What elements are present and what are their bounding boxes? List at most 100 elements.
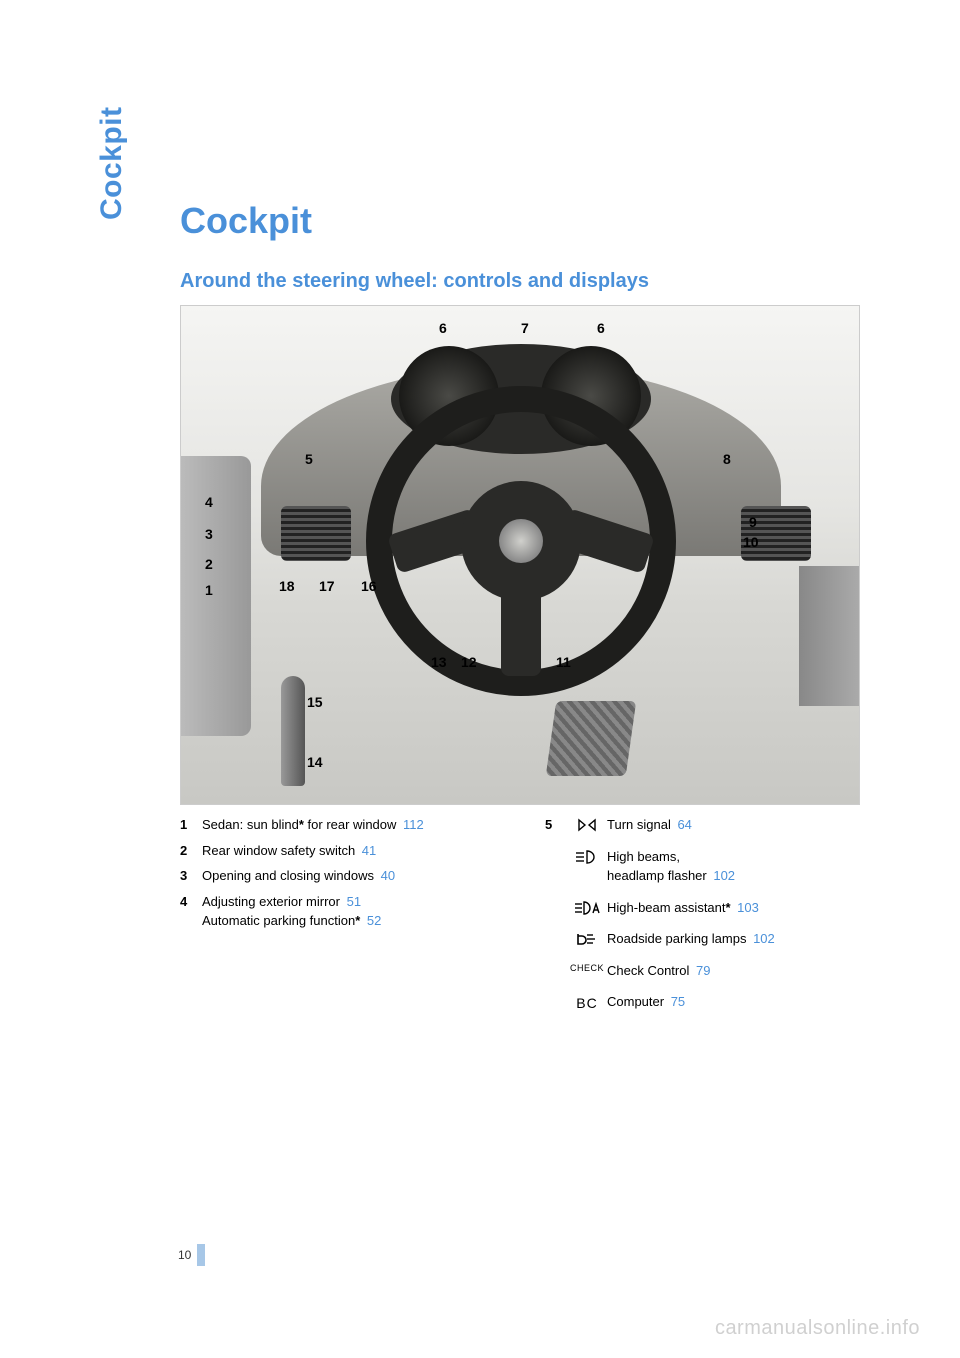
- page-ref[interactable]: 41: [358, 843, 376, 858]
- page-number: 10: [178, 1244, 205, 1266]
- callout-11: 11: [556, 654, 571, 670]
- icon-text: Check Control 79: [607, 961, 880, 981]
- icon-row-high-beam: High beams, headlamp flasher 102: [567, 847, 880, 886]
- cockpit-diagram: 6 7 6 5 8 4 3 2 1 9 10 18 17 16 13 12 11 15 14: [180, 305, 860, 805]
- legend-text: Opening and closing windows 40: [202, 866, 515, 886]
- icon-text: High-beam assistant* 103: [607, 898, 880, 918]
- icon-text: Computer 75: [607, 992, 880, 1012]
- section-subtitle: Around the steering wheel: controls and …: [180, 270, 880, 293]
- check-icon: CHECK: [570, 962, 604, 976]
- callout-8: 8: [723, 451, 731, 467]
- legend-text-span: Adjusting exterior mirror: [202, 894, 340, 909]
- bc-icon: BC: [576, 993, 597, 1014]
- page-ref[interactable]: 79: [692, 963, 710, 978]
- wheel-center-badge: [499, 519, 543, 563]
- legend-num: 4: [180, 892, 202, 912]
- legend-text-span: Rear window safety switch: [202, 843, 355, 858]
- callout-3: 3: [205, 526, 213, 542]
- pedal-shape: [546, 701, 637, 776]
- page-ref[interactable]: 40: [377, 868, 395, 883]
- legend-text-span: Sedan: sun blind: [202, 817, 299, 832]
- legend-text: Adjusting exterior mirror 51 Automatic pa…: [202, 892, 515, 931]
- icon-cell: [567, 898, 607, 917]
- legend-text-span: headlamp flasher: [607, 868, 707, 883]
- legend-text-span: Check Control: [607, 963, 689, 978]
- icon-cell: BC: [567, 992, 607, 1014]
- legend-num-5: 5: [545, 815, 567, 835]
- legend-right-column: 5 Turn signal 64 High beams, headlamp flas…: [545, 815, 880, 1028]
- page: Cockpit Cockpit Around the steering whee…: [0, 0, 960, 1358]
- page-ref[interactable]: 64: [674, 817, 692, 832]
- legend-text-span: High beams,: [607, 849, 680, 864]
- page-ref[interactable]: 51: [343, 894, 361, 909]
- icon-row-high-beam-assist: High-beam assistant* 103: [567, 898, 880, 918]
- page-number-text: 10: [178, 1248, 191, 1262]
- legend-row-5: 5 Turn signal 64 High beams, headlamp flas…: [545, 815, 880, 1026]
- callout-6: 6: [597, 320, 605, 336]
- callout-15: 15: [307, 694, 323, 710]
- callout-13: 13: [431, 654, 447, 670]
- legend-text-span: for rear window: [304, 817, 396, 832]
- legend-text-span: Automatic parking function: [202, 913, 355, 928]
- footer-watermark: carmanualsonline.info: [715, 1317, 920, 1340]
- parking-lamp-icon: [573, 930, 601, 948]
- page-ref[interactable]: 52: [363, 913, 381, 928]
- page-ref[interactable]: 102: [749, 931, 774, 946]
- shift-lever-shape: [281, 676, 305, 786]
- turn-signal-icon: [573, 816, 601, 834]
- page-title: Cockpit: [180, 200, 880, 242]
- icon-text: Turn signal 64: [607, 815, 880, 835]
- callout-5: 5: [305, 451, 313, 467]
- legend-num: 1: [180, 815, 202, 835]
- legend-text-span: High-beam assistant: [607, 900, 726, 915]
- legend-row-4: 4Adjusting exterior mirror 51 Automatic p…: [180, 892, 515, 931]
- legend-text: Sedan: sun blind* for rear window 112: [202, 815, 515, 835]
- icon-list: Turn signal 64 High beams, headlamp flashe…: [567, 815, 880, 1026]
- page-ref[interactable]: 112: [399, 817, 423, 832]
- callout-6: 6: [439, 320, 447, 336]
- icon-cell: CHECK: [567, 961, 607, 976]
- icon-text: High beams, headlamp flasher 102: [607, 847, 880, 886]
- footnote-star: *: [726, 900, 731, 915]
- icon-cell: [567, 847, 607, 866]
- legend-num: 2: [180, 841, 202, 861]
- high-beam-icon: [573, 848, 601, 866]
- legend-text-span: Opening and closing windows: [202, 868, 374, 883]
- callout-2: 2: [205, 556, 213, 572]
- legend-row-2: 2Rear window safety switch 41: [180, 841, 515, 861]
- legend-text-span: Turn signal: [607, 817, 671, 832]
- callout-12: 12: [461, 654, 477, 670]
- callout-10: 10: [743, 534, 759, 550]
- door-panel-shape: [181, 456, 251, 736]
- callout-1: 1: [205, 582, 213, 598]
- callout-14: 14: [307, 754, 323, 770]
- callout-9: 9: [749, 514, 757, 530]
- icon-text: Roadside parking lamps 102: [607, 929, 880, 949]
- icon-cell: [567, 815, 607, 834]
- icon-cell: [567, 929, 607, 948]
- callout-4: 4: [205, 494, 213, 510]
- icon-row-turn-signal: Turn signal 64: [567, 815, 880, 835]
- legend-text-span: Computer: [607, 994, 664, 1009]
- callout-17: 17: [319, 578, 335, 594]
- icon-row-parking-lamp: Roadside parking lamps 102: [567, 929, 880, 949]
- page-ref[interactable]: 75: [667, 994, 685, 1009]
- page-ref[interactable]: 103: [734, 900, 759, 915]
- side-tab-label: Cockpit: [95, 106, 129, 220]
- right-panel-shape: [799, 566, 859, 706]
- icon-row-check: CHECKCheck Control 79: [567, 961, 880, 981]
- high-beam-assist-icon: [573, 899, 601, 917]
- vent-left-shape: [281, 506, 351, 561]
- page-ref[interactable]: 102: [710, 868, 735, 883]
- legend-left-column: 1Sedan: sun blind* for rear window 1122R…: [180, 815, 515, 1028]
- callout-7: 7: [521, 320, 529, 336]
- legend-text-span: Roadside parking lamps: [607, 931, 746, 946]
- callout-16: 16: [361, 578, 377, 594]
- legend-row-3: 3Opening and closing windows 40: [180, 866, 515, 886]
- footnote-star: *: [355, 913, 360, 928]
- legend-text: Rear window safety switch 41: [202, 841, 515, 861]
- page-marker: [197, 1244, 205, 1266]
- legend-num: 3: [180, 866, 202, 886]
- legend-row-1: 1Sedan: sun blind* for rear window 112: [180, 815, 515, 835]
- callout-18: 18: [279, 578, 295, 594]
